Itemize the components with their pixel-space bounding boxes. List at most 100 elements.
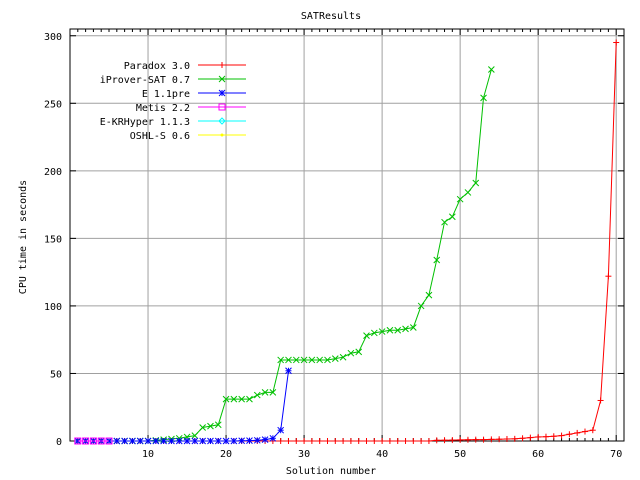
- data-point: [183, 437, 191, 445]
- data-point: [292, 356, 300, 364]
- data-point: [121, 437, 128, 445]
- data-point: [113, 437, 121, 445]
- y-tick-label: 200: [44, 167, 62, 178]
- data-point: [409, 324, 417, 331]
- data-point: [82, 437, 90, 445]
- data-point: [308, 438, 315, 444]
- data-point: [441, 218, 448, 226]
- data-point: [214, 437, 222, 445]
- legend-item-paradox-3-0: Paradox 3.0: [124, 61, 246, 72]
- data-point: [418, 438, 425, 444]
- data-point: [105, 437, 113, 445]
- legend-item-oshl-s-0-6: OSHL-S 0.6: [130, 131, 246, 142]
- data-point: [347, 349, 355, 357]
- data-point: [613, 39, 620, 46]
- data-point: [238, 437, 246, 445]
- data-point: [386, 326, 394, 334]
- y-tick-label: 50: [50, 369, 62, 380]
- data-point: [363, 438, 370, 444]
- legend-label: Paradox 3.0: [124, 61, 190, 72]
- data-point: [238, 395, 246, 403]
- data-point: [253, 391, 261, 399]
- data-point: [136, 437, 144, 445]
- x-tick-label: 50: [454, 449, 466, 460]
- data-point: [129, 437, 136, 445]
- data-point: [339, 353, 347, 361]
- data-point: [410, 438, 417, 444]
- data-point: [277, 438, 284, 444]
- legend-label: Metis 2.2: [136, 103, 190, 114]
- data-point: [220, 133, 224, 137]
- data-point: [574, 429, 581, 436]
- data-point: [230, 395, 238, 403]
- legend-label: E 1.1pre: [142, 89, 190, 100]
- data-point: [246, 437, 253, 444]
- legend-label: E-KRHyper 1.1.3: [100, 117, 190, 128]
- y-tick-label: 100: [44, 302, 62, 313]
- data-point: [261, 389, 269, 396]
- data-point: [363, 332, 370, 339]
- data-point: [480, 436, 487, 443]
- legend-item-e-krhyper-1-1-3: E-KRHyper 1.1.3: [100, 117, 246, 128]
- data-point: [605, 273, 612, 280]
- data-point: [464, 436, 471, 443]
- data-point: [191, 437, 199, 445]
- x-tick-label: 30: [298, 449, 310, 460]
- data-point: [433, 437, 440, 444]
- data-point: [566, 431, 573, 438]
- data-point: [496, 436, 503, 443]
- data-point: [324, 438, 331, 444]
- data-point: [199, 437, 207, 445]
- data-point: [535, 433, 542, 440]
- data-point: [230, 437, 238, 445]
- data-point: [74, 437, 82, 445]
- y-tick-label: 250: [44, 99, 62, 110]
- x-tick-label: 60: [532, 449, 544, 460]
- data-point: [558, 432, 565, 439]
- data-point: [340, 438, 347, 444]
- data-point: [581, 428, 588, 435]
- data-point: [448, 213, 456, 221]
- data-point: [277, 426, 285, 434]
- data-point: [589, 427, 596, 434]
- data-point: [218, 117, 226, 125]
- data-point: [433, 256, 441, 264]
- data-point: [488, 436, 495, 443]
- data-point: [386, 438, 393, 444]
- data-point: [277, 356, 285, 364]
- data-point: [175, 437, 183, 445]
- x-tick-label: 20: [220, 449, 232, 460]
- data-point: [379, 438, 386, 444]
- data-point: [425, 291, 433, 299]
- data-point: [261, 436, 269, 444]
- data-point: [378, 328, 386, 335]
- data-point: [425, 438, 432, 444]
- data-point: [222, 437, 230, 445]
- data-point: [316, 356, 324, 364]
- data-point: [199, 424, 207, 431]
- data-point: [253, 436, 261, 444]
- data-point: [324, 356, 331, 364]
- data-point: [152, 437, 160, 445]
- data-point: [480, 94, 487, 102]
- data-point: [89, 437, 97, 445]
- data-point: [542, 433, 549, 440]
- data-point: [370, 329, 378, 337]
- data-point: [168, 437, 175, 445]
- x-tick-label: 10: [142, 449, 154, 460]
- data-point: [371, 438, 378, 444]
- legend-item-e-1-1pre: E 1.1pre: [142, 89, 246, 100]
- data-point: [550, 433, 557, 440]
- series-e-1-1pre: [74, 367, 292, 445]
- data-point: [347, 438, 354, 444]
- data-point: [285, 438, 292, 444]
- data-point: [332, 438, 339, 444]
- data-point: [417, 302, 425, 310]
- legend-item-iprover-sat-0-7: iProver-SAT 0.7: [100, 75, 246, 86]
- data-point: [293, 438, 300, 444]
- data-point: [316, 438, 323, 444]
- data-point: [301, 438, 308, 444]
- legend-label: iProver-SAT 0.7: [100, 75, 190, 86]
